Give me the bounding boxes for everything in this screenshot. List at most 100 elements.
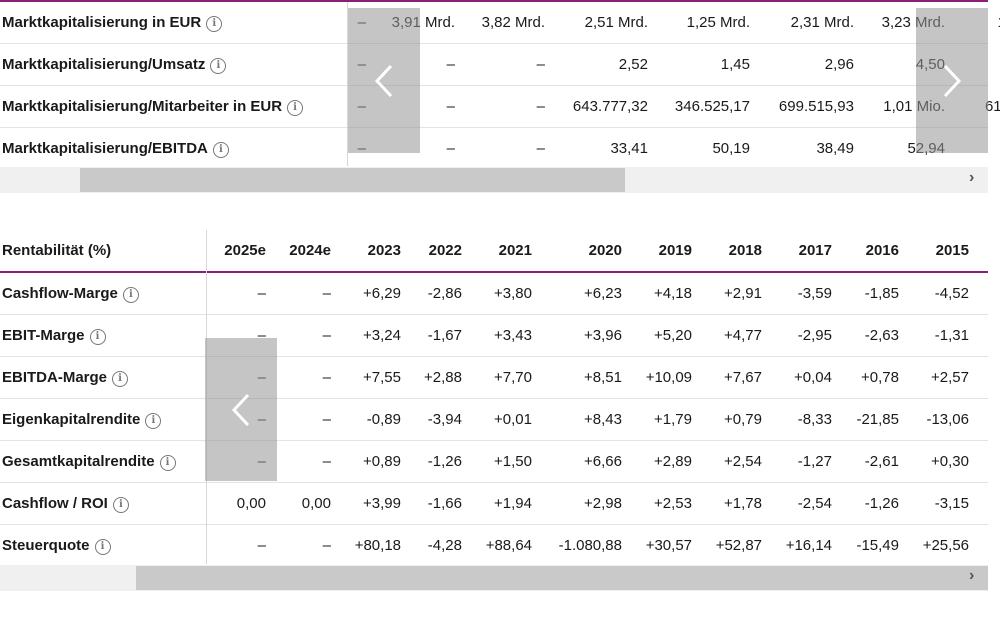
info-circle-icon[interactable]: i: [112, 497, 129, 513]
table-cell: -13,06: [926, 411, 969, 428]
year-header[interactable]: 2024e: [289, 242, 331, 259]
horizontal-scrollbar[interactable]: ›: [0, 565, 988, 591]
year-header[interactable]: 2025e: [224, 242, 266, 259]
scroll-left-button[interactable]: [348, 8, 420, 153]
table-cell: -1,85: [864, 285, 899, 302]
info-circle-icon[interactable]: i: [287, 100, 304, 116]
table-cell: 643.777,32: [572, 98, 648, 115]
info-circle-icon[interactable]: i: [112, 371, 129, 387]
year-header[interactable]: 2020: [588, 242, 622, 259]
horizontal-scrollbar[interactable]: ›: [0, 167, 988, 193]
info-circle-icon[interactable]: i: [159, 455, 176, 471]
table-cell: -1,27: [797, 453, 832, 470]
table-cell: -3,59: [797, 285, 832, 302]
table-cell: +0,89: [363, 453, 401, 470]
row-label: Marktkapitalisierung/Umsatz i: [2, 44, 227, 85]
table-cell: –: [536, 56, 545, 73]
table-cell: 38,49: [816, 140, 854, 157]
table-cell: +8,43: [584, 411, 622, 428]
table-cell: +5,20: [654, 327, 692, 344]
table-cell: 346.525,17: [674, 98, 750, 115]
table-cell: +3,96: [584, 327, 622, 344]
info-circle-icon[interactable]: i: [89, 329, 106, 345]
scroll-right-button[interactable]: [916, 8, 988, 153]
table-cell: +4,77: [724, 327, 762, 344]
table-cell: +7,70: [494, 369, 532, 386]
table-cell: +0,79: [724, 411, 762, 428]
row-label: Cashflow-Marge i: [2, 273, 139, 314]
row-label-text: Marktkapitalisierung/Umsatz: [2, 56, 206, 73]
table-cell: +4,18: [654, 285, 692, 302]
year-header[interactable]: 2021: [498, 242, 532, 259]
table-cell: -1,66: [427, 495, 462, 512]
table-cell: –: [446, 98, 455, 115]
table-cell: +8,51: [584, 369, 622, 386]
table-cell: +2,98: [584, 495, 622, 512]
table-cell: +2,89: [654, 453, 692, 470]
scroll-left-button[interactable]: [205, 338, 277, 481]
row-label-text: Marktkapitalisierung in EUR: [2, 14, 202, 31]
table-cell: +88,64: [485, 537, 532, 554]
scrollbar-right-arrow[interactable]: ›: [969, 169, 975, 186]
table-cell: +3,43: [494, 327, 532, 344]
row-label-text: Cashflow / ROI: [2, 495, 108, 512]
info-circle-icon[interactable]: i: [94, 539, 111, 555]
table-cell: +25,56: [922, 537, 969, 554]
table-row: Steuerquote i – – +80,18 -4,28 +88,64 -1.080,88…: [0, 525, 988, 566]
table-cell: +6,23: [584, 285, 622, 302]
info-circle-icon[interactable]: i: [212, 142, 229, 158]
table-cell: -15,49: [856, 537, 899, 554]
table-cell: +3,99: [363, 495, 401, 512]
table-cell: +0,01: [494, 411, 532, 428]
table-cell: +7,67: [724, 369, 762, 386]
table-cell: +1,79: [654, 411, 692, 428]
row-label: EBIT-Marge i: [2, 315, 106, 356]
year-header[interactable]: 2018: [728, 242, 762, 259]
info-circle-icon[interactable]: i: [145, 413, 162, 429]
table-cell: –: [257, 285, 266, 302]
row-label-text: EBIT-Marge: [2, 327, 85, 344]
rentability-table: Rentabilität (%) 2025e 2024e 2023 2022 2021 20…: [0, 230, 988, 566]
table-cell: 0,00: [301, 495, 331, 512]
year-header[interactable]: 2023: [367, 242, 401, 259]
table-cell: 50,19: [712, 140, 750, 157]
table-cell: -4,28: [427, 537, 462, 554]
row-label: Marktkapitalisierung in EUR i: [2, 2, 223, 43]
table-cell: 1,: [997, 2, 1000, 43]
table-cell: 1,25 Mrd.: [686, 14, 750, 31]
table-row: Cashflow / ROI i 0,00 0,00 +3,99 -1,66 +1,94 +2…: [0, 483, 988, 525]
column-separator: [347, 2, 348, 166]
table-header-row: Rentabilität (%) 2025e 2024e 2023 2022 2021 20…: [0, 230, 988, 273]
table-cell: -2,54: [797, 495, 832, 512]
scrollbar-thumb[interactable]: [80, 168, 625, 192]
row-label: EBITDA-Marge i: [2, 357, 129, 398]
row-label-text: Steuerquote: [2, 537, 90, 554]
year-header[interactable]: 2016: [865, 242, 899, 259]
table-cell: +2,53: [654, 495, 692, 512]
table-cell: –: [536, 140, 545, 157]
table-row: Gesamtkapitalrenditei––+0,89-1,26+1,50+6…: [0, 441, 988, 483]
table-cell: +80,18: [354, 537, 401, 554]
year-header[interactable]: 2019: [658, 242, 692, 259]
row-label: Marktkapitalisierung/EBITDA i: [2, 128, 229, 169]
table-cell: -3,15: [934, 495, 969, 512]
info-circle-icon[interactable]: i: [210, 58, 227, 74]
row-label: Eigenkapitalrendite i: [2, 399, 162, 440]
year-header[interactable]: 2022: [428, 242, 462, 259]
scrollbar-right-arrow[interactable]: ›: [969, 567, 975, 584]
year-header[interactable]: 2017: [798, 242, 832, 259]
table-cell: +1,94: [494, 495, 532, 512]
row-label-text: Cashflow-Marge: [2, 285, 118, 302]
table-cell: –: [322, 369, 331, 386]
table-row: Marktkapitalisierung/Mitarbeiter in EUR i…: [0, 86, 1000, 128]
table-cell: +2,57: [931, 369, 969, 386]
info-circle-icon[interactable]: i: [122, 287, 139, 303]
table-cell: +1,78: [724, 495, 762, 512]
table-cell: 33,41: [610, 140, 648, 157]
table-cell: 2,31 Mrd.: [790, 14, 854, 31]
info-circle-icon[interactable]: i: [206, 16, 223, 32]
chevron-left-icon: [231, 393, 250, 426]
year-header[interactable]: 2015: [935, 242, 969, 259]
scrollbar-thumb[interactable]: [136, 566, 988, 590]
